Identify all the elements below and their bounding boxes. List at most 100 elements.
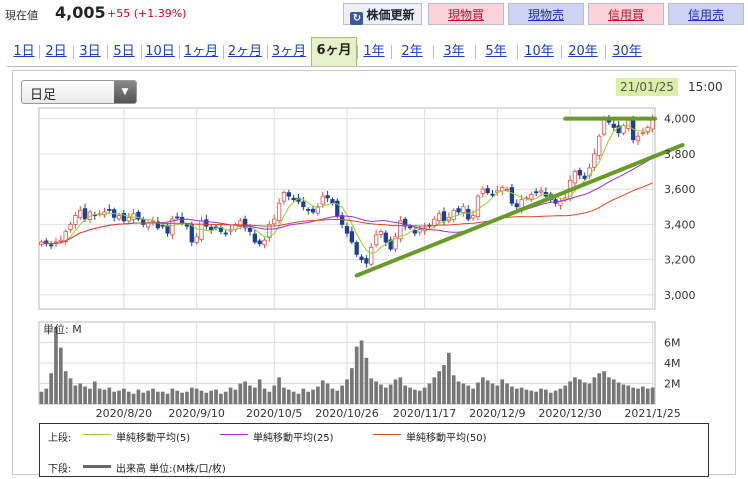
candle-body: [558, 201, 563, 206]
candle-body: [48, 244, 54, 247]
volume-bar: [626, 385, 631, 404]
candle-body: [485, 188, 490, 194]
volume-bar: [480, 377, 485, 404]
candle-body: [611, 123, 616, 128]
tab-11[interactable]: 3年: [443, 44, 465, 59]
tab-5[interactable]: 1ヶ月: [183, 44, 219, 59]
volume-bar: [476, 382, 480, 404]
candle-body: [490, 193, 495, 196]
volume-bar: [539, 388, 543, 404]
volume-bar: [126, 391, 131, 404]
volume-bar: [136, 389, 141, 404]
legend-ma25: 単純移動平均(25): [253, 433, 334, 444]
margin-sell-button[interactable]: 信用売: [668, 3, 744, 25]
period-select[interactable]: 日足 ▼: [21, 80, 137, 104]
refresh-price-button[interactable]: ↻ 株価更新: [343, 3, 422, 25]
candle-body: [398, 220, 403, 240]
candle-body: [354, 242, 359, 255]
volume-bar: [112, 391, 117, 404]
volume-bar: [335, 390, 340, 404]
tab-0[interactable]: 1日: [13, 44, 35, 59]
volume-bar: [68, 378, 73, 404]
volume-bar: [413, 389, 417, 404]
volume-bar: [228, 387, 233, 404]
volume-bar: [359, 340, 364, 404]
volume-bar: [291, 391, 296, 404]
volume-bar: [582, 382, 587, 404]
volume-bar: [175, 390, 180, 404]
candle-body: [364, 258, 369, 264]
volume-bar: [451, 375, 456, 404]
volume-bar: [621, 384, 626, 404]
volume-bar: [398, 377, 403, 404]
candle-body: [291, 197, 296, 201]
tab-6[interactable]: 2ヶ月: [227, 44, 263, 59]
candle-body: [320, 195, 325, 205]
volume-bar: [248, 385, 252, 404]
tab-12[interactable]: 5年: [485, 44, 507, 59]
tab-2[interactable]: 3日: [79, 44, 101, 59]
volume-bar: [92, 381, 97, 404]
tab-14[interactable]: 20年: [568, 44, 598, 59]
tab-10[interactable]: 2年: [401, 44, 423, 59]
price-label: 現在値: [5, 9, 38, 22]
tab-divider: [222, 45, 224, 59]
candle-body: [437, 213, 442, 222]
volume-bar: [505, 383, 509, 404]
volume-bar: [272, 385, 277, 404]
volume-bar: [243, 381, 247, 404]
candle-body: [514, 203, 519, 208]
volume-bar: [466, 385, 471, 404]
tab-13[interactable]: 10年: [524, 44, 554, 59]
tab-3[interactable]: 5日: [113, 44, 135, 59]
tab-4[interactable]: 10日: [145, 44, 175, 59]
volume-bar: [262, 388, 267, 404]
price-tick-label: 3,400: [664, 218, 696, 231]
price-change: +55 (+1.39%): [107, 7, 187, 20]
candle-body: [480, 188, 485, 194]
volume-bar: [214, 389, 218, 404]
legend-ma5-swatch: [83, 434, 111, 435]
date-tick-label: 2020/10/26: [315, 407, 378, 420]
chevron-down-icon: ▼: [114, 81, 136, 103]
tab-15[interactable]: 30年: [612, 44, 642, 59]
candle-body: [344, 226, 350, 234]
spot-sell-button[interactable]: 現物売: [508, 3, 584, 25]
margin-buy-button[interactable]: 信用買: [588, 3, 664, 25]
tab-divider: [106, 45, 108, 59]
price-tick-label: 3,200: [664, 254, 696, 267]
candle-body: [267, 223, 272, 238]
volume-bar: [636, 388, 640, 404]
candle-body: [383, 232, 388, 243]
volume-bar: [209, 390, 214, 404]
candle-body: [417, 229, 422, 233]
tab-1[interactable]: 2日: [45, 44, 67, 59]
candle-body: [286, 192, 291, 197]
spot-buy-button[interactable]: 現物買: [428, 3, 504, 25]
volume-bar: [296, 393, 301, 404]
volume-bar: [393, 379, 398, 404]
tab-7[interactable]: 3ヶ月: [271, 44, 307, 59]
candle-body: [441, 211, 447, 222]
tab-9[interactable]: 1年: [363, 44, 385, 59]
tab-8[interactable]: 6ヶ月: [311, 37, 357, 66]
volume-bar: [573, 377, 577, 404]
volume-bar: [219, 393, 223, 404]
volume-bar: [529, 390, 534, 404]
volume-bar: [432, 377, 437, 404]
candle-body: [257, 240, 262, 245]
date-tick-label: 2020/10/5: [246, 407, 302, 420]
candle-body: [597, 135, 602, 156]
volume-bar: [189, 387, 194, 404]
candle-body: [310, 208, 316, 213]
candle-body: [107, 208, 112, 211]
volume-bar: [403, 385, 408, 404]
volume-bar: [437, 371, 442, 404]
volume-bar: [650, 387, 655, 404]
volume-bar: [311, 389, 315, 404]
candle-body: [262, 239, 267, 246]
volume-bar: [44, 388, 49, 404]
tab-divider: [266, 45, 268, 59]
volume-bar: [471, 388, 475, 404]
volume-bar: [514, 388, 519, 404]
